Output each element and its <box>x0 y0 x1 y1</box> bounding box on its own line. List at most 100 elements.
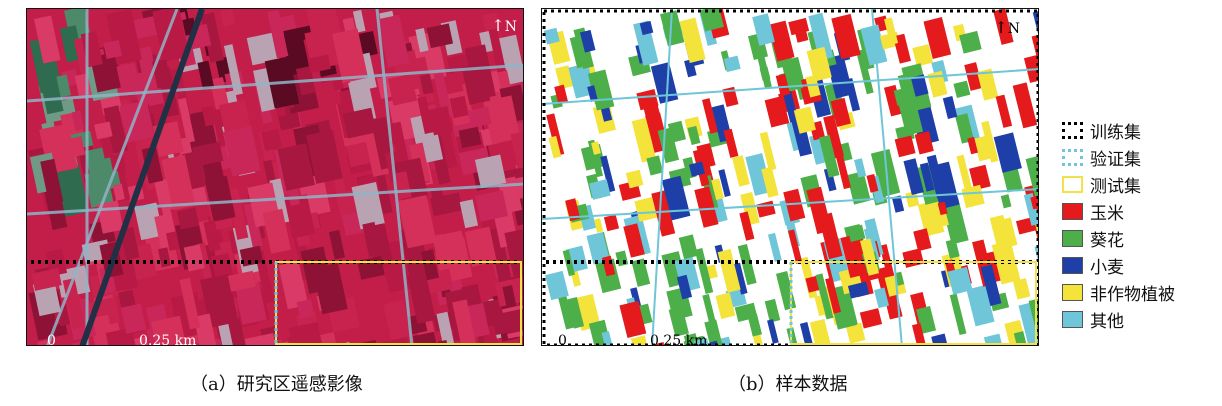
field-patch <box>162 154 196 211</box>
sample-parcel <box>625 169 644 189</box>
field-patch <box>407 271 436 324</box>
sample-parcel <box>1023 192 1038 226</box>
legend-label: 葵花 <box>1090 231 1124 251</box>
field-patch <box>433 72 453 119</box>
field-patch <box>449 95 469 119</box>
field-patch <box>220 9 236 27</box>
field-patch <box>352 9 366 33</box>
sample-parcel <box>650 62 679 104</box>
field-patch <box>89 314 118 345</box>
legend-label: 验证集 <box>1090 150 1141 170</box>
sample-parcel <box>847 281 870 299</box>
sample-parcel <box>642 100 663 128</box>
sample-parcel <box>569 35 587 69</box>
sample-parcel <box>667 120 686 143</box>
sample-parcel <box>805 74 821 98</box>
field-patch <box>119 226 140 261</box>
legend-item-noncrop-vegetation: 非作物植被 <box>1062 279 1175 306</box>
field-patch <box>504 229 523 278</box>
sample-parcel <box>1031 33 1038 61</box>
sample-parcel <box>657 127 680 164</box>
remote-sensing-image <box>27 9 523 345</box>
sample-parcel <box>593 218 604 233</box>
field-patch <box>362 221 382 258</box>
field-patch <box>197 60 215 90</box>
sample-parcel <box>619 300 647 339</box>
sample-parcel <box>823 114 845 159</box>
sample-parcel <box>600 155 616 193</box>
field-patch <box>426 23 454 49</box>
sample-parcel <box>687 125 701 146</box>
field-patch <box>146 326 169 345</box>
sample-parcel <box>989 214 1015 263</box>
field-patch <box>105 327 136 345</box>
sample-parcel <box>651 190 676 237</box>
sample-parcel <box>717 249 741 293</box>
sample-parcel <box>701 98 718 134</box>
sample-parcel <box>959 30 982 54</box>
sample-parcel <box>694 186 719 228</box>
sample-parcel <box>825 277 842 314</box>
sample-parcel <box>678 234 699 260</box>
sample-parcel <box>659 10 685 47</box>
sample-parcel <box>937 201 948 216</box>
sample-parcel <box>740 191 760 226</box>
caption-a: （a）研究区遥感影像 <box>190 374 363 395</box>
field-patch <box>31 268 62 291</box>
north-label: N <box>1007 21 1020 37</box>
sample-parcel <box>661 175 691 221</box>
sample-parcel <box>949 293 967 336</box>
field-patch <box>342 107 377 139</box>
field-patch <box>459 199 479 229</box>
legend-label: 其他 <box>1090 312 1124 332</box>
sample-parcel <box>879 244 896 283</box>
field-patch <box>103 40 122 59</box>
field-patch <box>412 331 441 345</box>
sample-parcel <box>787 229 803 264</box>
sample-parcel <box>639 20 654 36</box>
field-patch <box>481 325 504 345</box>
sample-parcel <box>554 84 569 105</box>
field-patch <box>201 105 217 127</box>
sample-parcel <box>923 17 952 59</box>
sample-parcel <box>964 62 983 91</box>
field-patch <box>277 143 315 191</box>
sample-parcel <box>966 285 995 327</box>
sample-parcel <box>732 155 750 187</box>
other-class-line <box>871 9 903 345</box>
sample-parcel <box>896 92 924 136</box>
field-patch <box>112 183 125 201</box>
field-patch <box>304 29 330 59</box>
legend-label: 玉米 <box>1090 204 1124 224</box>
sample-parcel <box>764 298 781 323</box>
sample-parcel <box>883 84 903 117</box>
sample-parcel <box>545 270 569 301</box>
swatch-icon <box>1062 257 1083 274</box>
training-set-boundary <box>542 9 1038 345</box>
field-patch <box>223 125 261 177</box>
field-patch <box>254 250 275 304</box>
sample-parcel <box>565 198 581 222</box>
field-patch <box>193 313 219 345</box>
field-patch <box>44 189 68 230</box>
sample-parcel <box>860 238 880 276</box>
sample-parcel <box>834 284 858 328</box>
field-patch <box>209 77 230 110</box>
sample-parcel <box>704 319 726 345</box>
sample-parcel <box>818 135 840 178</box>
sample-parcel <box>953 80 971 98</box>
sample-parcel <box>894 135 916 158</box>
sample-parcel <box>781 86 799 124</box>
legend-item-validation: 验证集 <box>1062 144 1175 171</box>
sample-parcel <box>633 20 659 66</box>
sample-parcel <box>942 96 958 119</box>
field-patch <box>452 299 477 345</box>
sample-parcel <box>902 248 924 268</box>
sample-parcel <box>945 239 960 259</box>
scale-zero-label: 0 <box>47 333 56 346</box>
sample-parcel <box>601 331 620 345</box>
sample-parcel <box>919 162 935 192</box>
sample-parcel <box>555 65 574 90</box>
sample-parcel <box>591 141 601 155</box>
sample-parcel <box>840 233 867 279</box>
